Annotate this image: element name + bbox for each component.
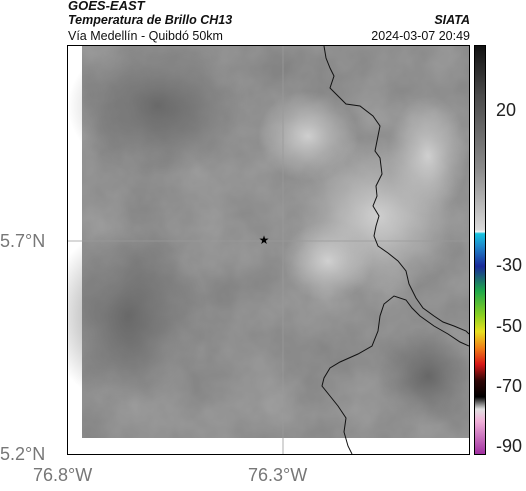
department-border: [323, 45, 470, 335]
organization-label: SIATA: [434, 13, 470, 27]
satellite-imagery: [48, 36, 478, 438]
product-title: Temperatura de Brillo CH13: [68, 13, 233, 27]
lat-tick-label: 5.2°N: [0, 444, 46, 464]
lon-tick-label: 76.8°W: [33, 465, 93, 485]
brightness-temperature-map[interactable]: ★: [48, 36, 478, 455]
star-icon: ★: [259, 233, 270, 247]
region-label: Vía Medellín - Quibdó 50km: [68, 29, 223, 43]
colorbar-label: -50: [496, 316, 523, 336]
lon-tick-label: 76.3°W: [248, 465, 308, 485]
department-border-south: [321, 295, 470, 455]
colorbar: [474, 45, 486, 455]
datetime-label: 2024-03-07 20:49: [371, 29, 470, 43]
colorbar-gradient: [475, 46, 485, 454]
colorbar-label: -70: [496, 376, 523, 396]
colorbar-label: -30: [496, 255, 523, 275]
colorbar-label: -90: [496, 436, 523, 456]
lat-tick-label: 5.7°N: [0, 231, 46, 251]
map-svg: ★: [48, 36, 478, 455]
colorbar-label: 20: [496, 100, 517, 120]
satellite-title: GOES-EAST: [68, 0, 145, 13]
